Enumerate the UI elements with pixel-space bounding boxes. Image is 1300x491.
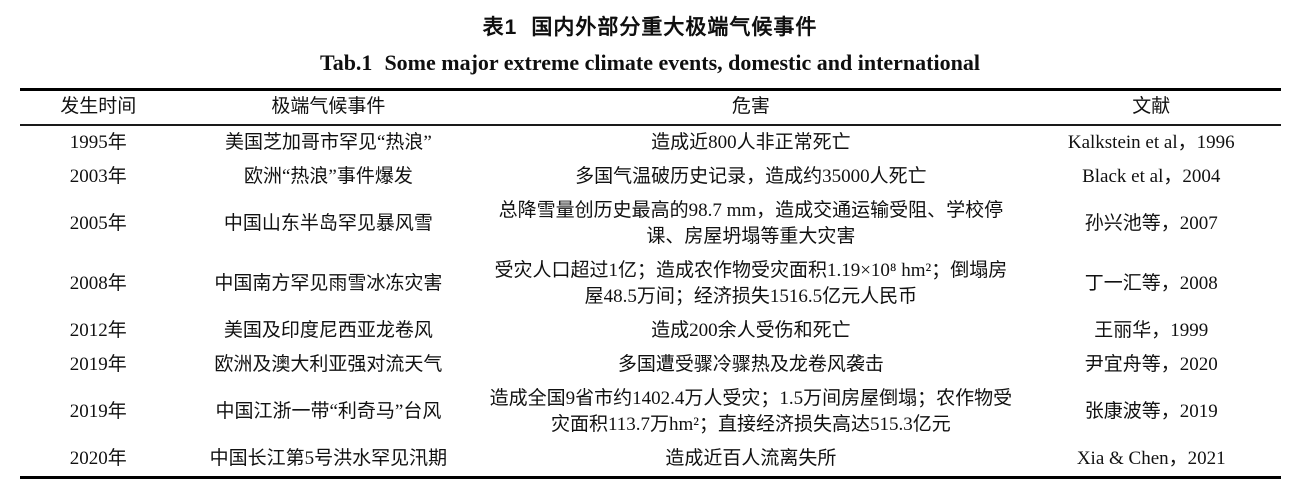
cell-time: 2019年 [69, 401, 127, 422]
cell-reference: Kalkstein et al，1996 [1067, 132, 1235, 153]
cell-event: 美国及印度尼西亚龙卷风 [223, 320, 433, 341]
header-time: 发生时间 [19, 89, 178, 126]
cell-time: 2008年 [69, 273, 127, 294]
cell-harm: 多国气温破历史记录，造成约35000人死亡 [575, 166, 927, 187]
cell-event: 中国长江第5号洪水罕见汛期 [209, 448, 448, 469]
table-caption-chinese: 表1 国内外部分重大极端气候事件 [0, 11, 1300, 41]
table-row: 2008年 中国南方罕见雨雪冰冻灾害 受灾人口超过1亿；造成农作物受灾面积1.1… [20, 254, 1281, 314]
cell-time: 1995年 [69, 132, 127, 153]
cell-reference: Xia & Chen，2021 [1076, 448, 1226, 469]
cell-event: 欧洲及澳大利亚强对流天气 [214, 354, 443, 375]
cell-harm: 受灾人口超过1亿；造成农作物受灾面积1.19×10⁸ hm²；倒塌房屋48.5万… [494, 260, 1008, 307]
table-header-row: 发生时间 极端气候事件 危害 文献 [19, 89, 1281, 126]
cell-event: 中国南方罕见雨雪冰冻灾害 [214, 273, 443, 294]
cell-harm: 造成200余人受伤和死亡 [651, 320, 851, 341]
cell-reference: 张康波等，2019 [1084, 401, 1218, 422]
extreme-climate-events-table: 发生时间 极端气候事件 危害 文献 1995年 美国芝加哥市罕见“热浪” 造成近… [19, 88, 1281, 479]
cell-harm: 造成近800人非正常死亡 [651, 132, 851, 153]
cell-reference: Black et al，2004 [1082, 166, 1221, 187]
cell-event: 中国江浙一带“利奇马”台风 [215, 401, 442, 422]
cell-harm: 总降雪量创历史最高的98.7 mm，造成交通运输受阻、学校停课、房屋坍塌等重大灾… [498, 200, 1004, 247]
table-row: 2003年 欧洲“热浪”事件爆发 多国气温破历史记录，造成约35000人死亡 B… [20, 160, 1281, 194]
cell-time: 2012年 [69, 320, 127, 341]
table-title-cn: 国内外部分重大极端气候事件 [531, 16, 818, 39]
cell-event: 欧洲“热浪”事件爆发 [244, 166, 413, 187]
cell-time: 2003年 [69, 166, 127, 187]
table-row: 2020年 中国长江第5号洪水罕见汛期 造成近百人流离失所 Xia & Chen… [20, 442, 1281, 478]
cell-reference: 丁一汇等，2008 [1084, 273, 1218, 294]
header-harm: 危害 [479, 89, 1022, 126]
cell-reference: 孙兴池等，2007 [1084, 213, 1218, 234]
table-row: 2012年 美国及印度尼西亚龙卷风 造成200余人受伤和死亡 王丽华，1999 [20, 314, 1281, 348]
table-row: 1995年 美国芝加哥市罕见“热浪” 造成近800人非正常死亡 Kalkstei… [20, 125, 1281, 160]
table-row: 2005年 中国山东半岛罕见暴风雪 总降雪量创历史最高的98.7 mm，造成交通… [20, 194, 1281, 254]
cell-event: 中国山东半岛罕见暴风雪 [223, 213, 433, 234]
header-reference: 文献 [1021, 89, 1281, 126]
table-caption-english: Tab.1 Some major extreme climate events, … [0, 50, 1300, 76]
table-number-en: Tab.1 [320, 50, 373, 75]
table-row: 2019年 中国江浙一带“利奇马”台风 造成全国9省市约1402.4万人受灾；1… [20, 382, 1281, 442]
cell-harm: 造成全国9省市约1402.4万人受灾；1.5万间房屋倒塌；农作物受灾面积113.… [489, 388, 1013, 435]
cell-time: 2020年 [69, 448, 127, 469]
cell-reference: 王丽华，1999 [1094, 320, 1209, 341]
table-number-cn: 表1 [482, 16, 518, 39]
cell-time: 2019年 [69, 354, 127, 375]
cell-harm: 造成近百人流离失所 [665, 448, 837, 469]
cell-event: 美国芝加哥市罕见“热浪” [225, 132, 432, 153]
cell-reference: 尹宜舟等，2020 [1084, 354, 1218, 375]
cell-time: 2005年 [69, 213, 127, 234]
table-title-en: Some major extreme climate events, domes… [384, 50, 980, 75]
table-row: 2019年 欧洲及澳大利亚强对流天气 多国遭受骤冷骤热及龙卷风袭击 尹宜舟等，2… [20, 348, 1281, 382]
header-event: 极端气候事件 [177, 89, 480, 126]
cell-harm: 多国遭受骤冷骤热及龙卷风袭击 [617, 354, 884, 375]
